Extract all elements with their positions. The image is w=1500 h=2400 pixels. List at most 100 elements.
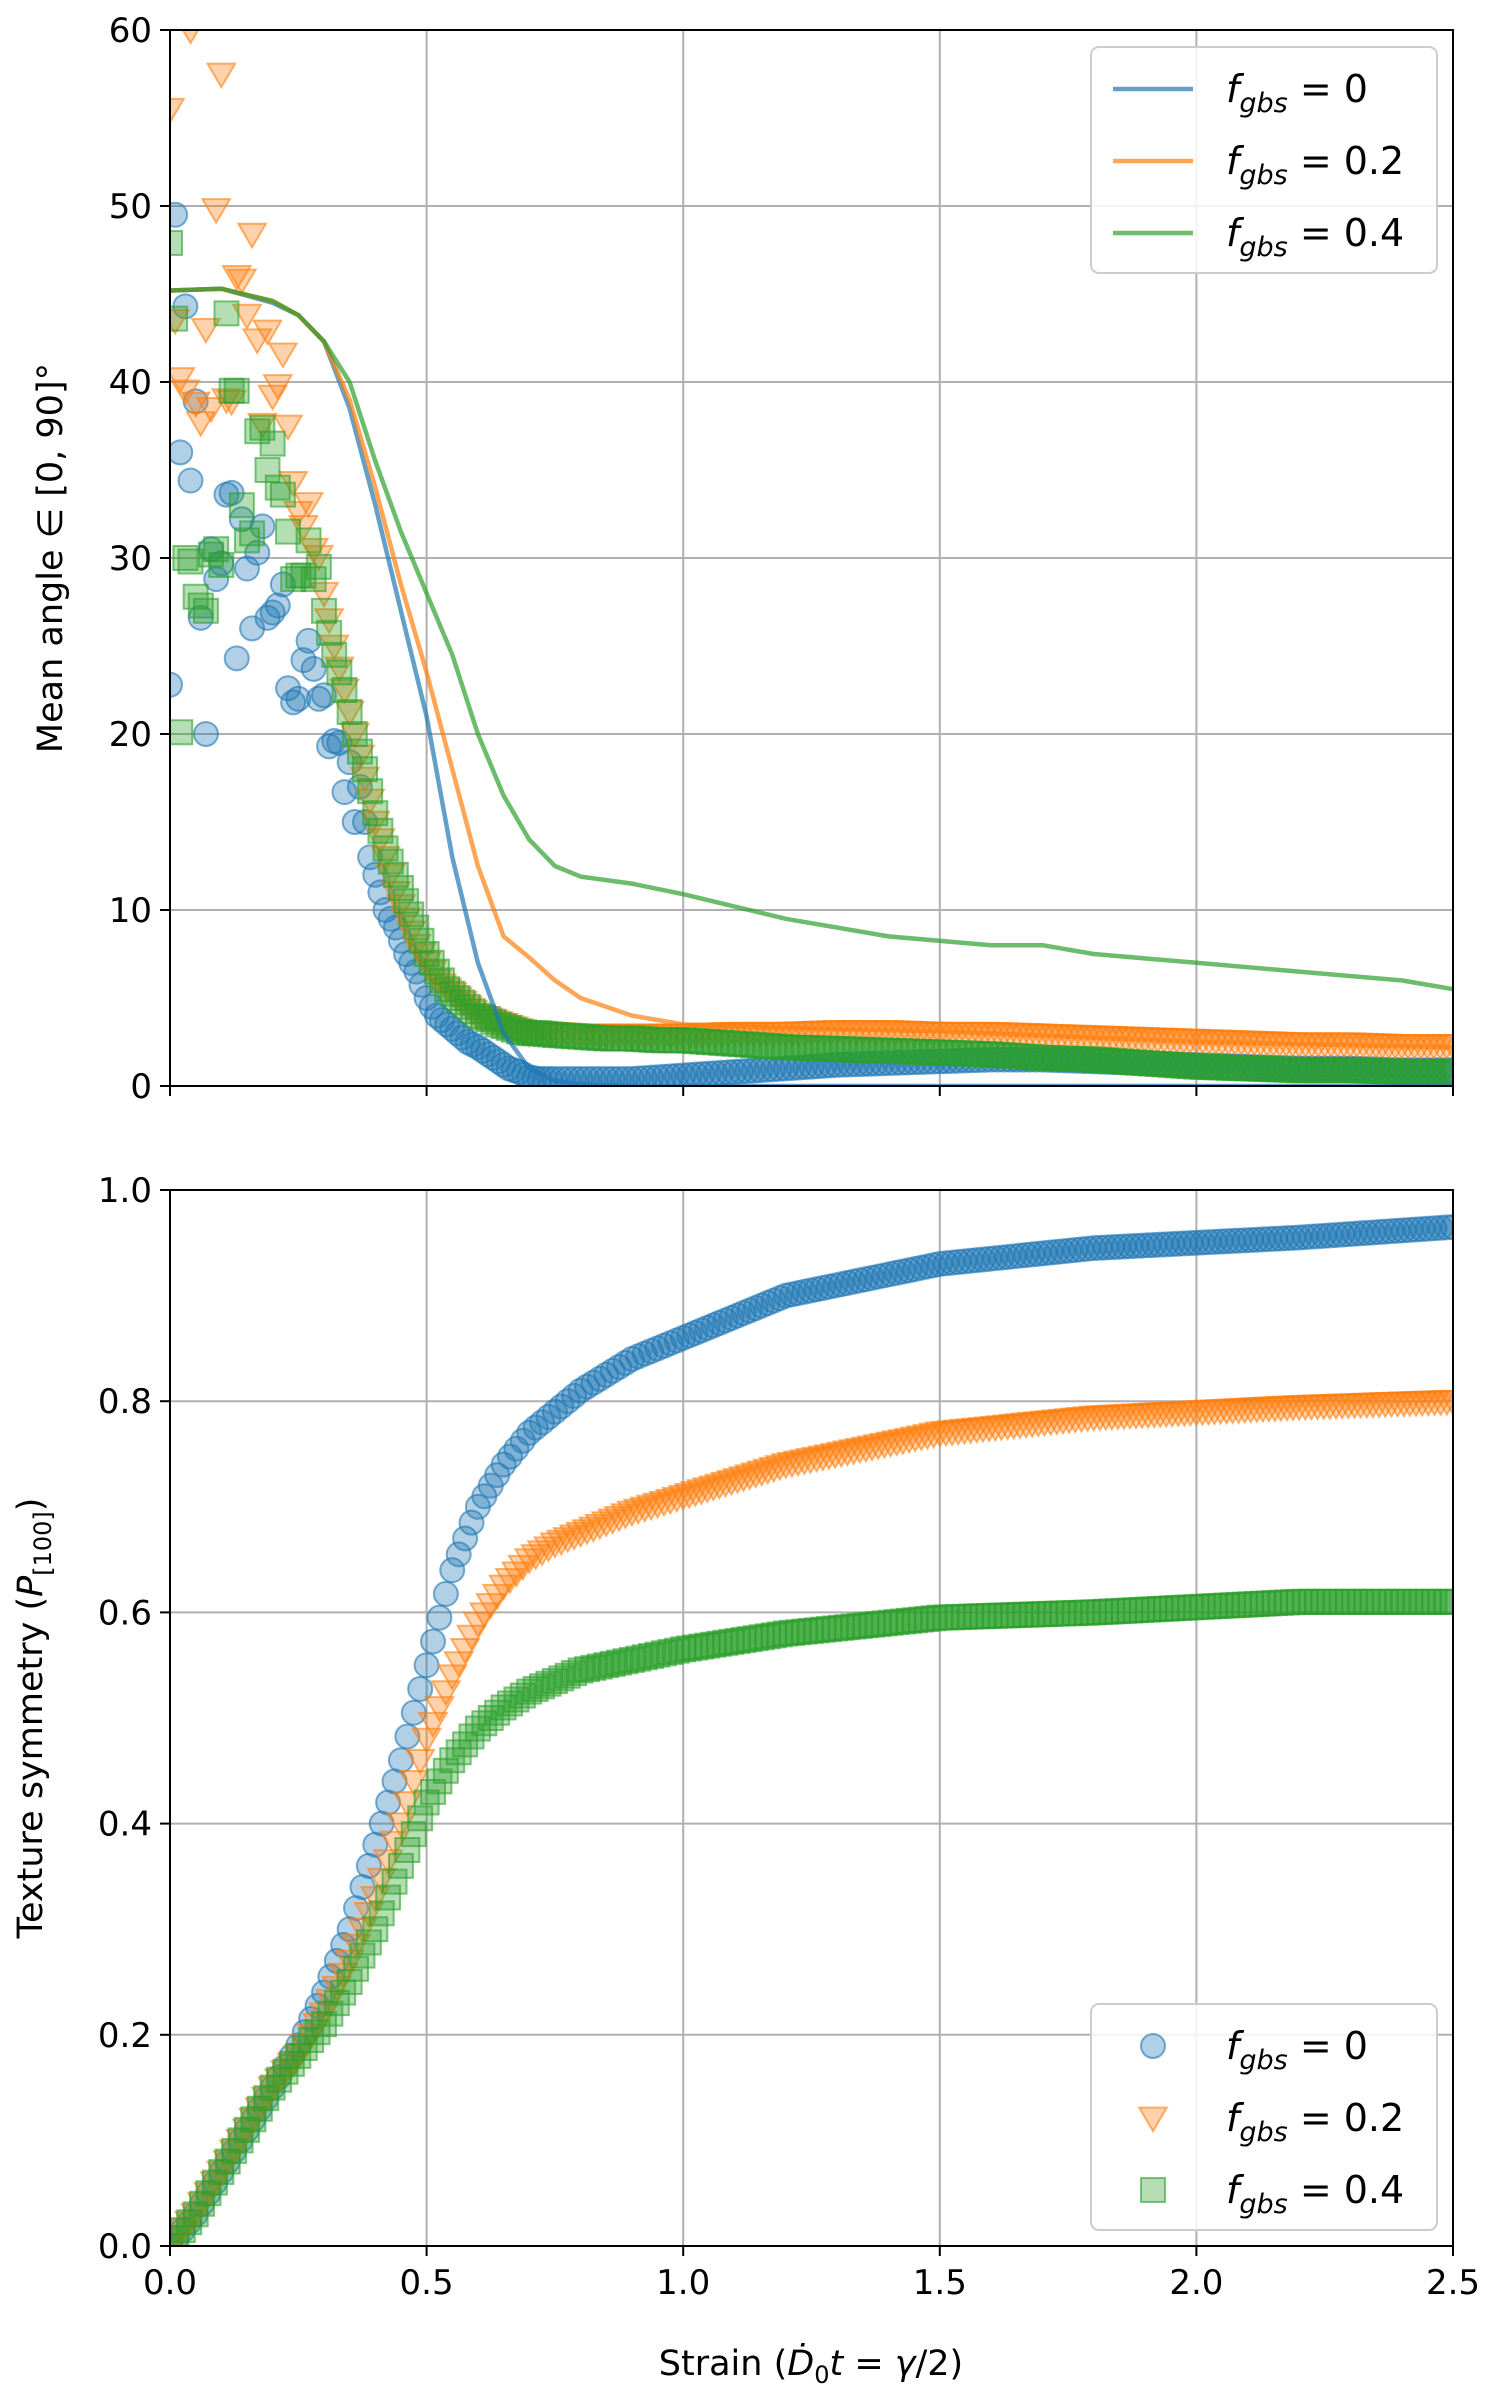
- data-point: [203, 536, 230, 563]
- data-point: [241, 328, 273, 355]
- x-label-eq: =: [843, 2344, 895, 2384]
- data-point: [458, 1509, 485, 1536]
- data-point: [407, 1675, 434, 1702]
- y-tick-label: 40: [109, 363, 152, 403]
- data-point: [182, 583, 209, 610]
- data-point: [408, 927, 435, 954]
- data-point: [372, 835, 399, 862]
- data-point: [413, 941, 440, 967]
- top-panel-y-axis-label: Mean angle ∈ [0, 90]°: [31, 363, 71, 753]
- data-point: [336, 699, 363, 725]
- data-point: [290, 647, 317, 674]
- data-point: [195, 397, 227, 424]
- x-tick-label: 1.5: [913, 2263, 967, 2303]
- data-point: [300, 655, 327, 682]
- data-point: [420, 1628, 447, 1655]
- top-panel-data: [170, 30, 1453, 1086]
- data-point: [420, 1778, 447, 1805]
- y-tick-label: 0: [130, 1067, 152, 1107]
- top-panel-ticks: 0 10 20 30 40 50 60: [109, 11, 1454, 1107]
- data-point: [305, 553, 332, 580]
- data-point: [400, 1821, 427, 1848]
- data-point: [368, 1900, 395, 1927]
- data-point: [381, 1868, 408, 1895]
- data-point: [201, 2169, 228, 2196]
- data-point: [404, 1748, 436, 1776]
- data-point: [310, 597, 337, 624]
- data-point: [316, 619, 343, 646]
- data-point: [282, 500, 314, 528]
- legend-marker-swatch: [1137, 2106, 1169, 2134]
- bottom-panel-frame: [169, 1189, 1454, 2247]
- bottom-panel-data: [170, 1213, 1453, 2246]
- y-tick-label: 60: [109, 11, 152, 51]
- legend-label: fgbs = 0: [1226, 2024, 1368, 2076]
- data-point: [223, 377, 250, 404]
- data-point: [208, 552, 235, 579]
- legend-marker-swatch: [1140, 2033, 1166, 2059]
- top-panel-mean-angle: 0 10 20 30 40 50 60 Mean angle ∈ [0, 90]° fgbs…: [31, 11, 1454, 1107]
- data-point: [452, 1525, 479, 1552]
- data-point: [187, 592, 214, 619]
- data-point: [251, 319, 284, 347]
- data-point: [272, 2058, 299, 2085]
- data-point: [1440, 1058, 1453, 1085]
- x-label-strain: Strain (: [659, 2344, 787, 2384]
- data-point: [494, 1568, 526, 1595]
- legend-box: [1090, 2003, 1438, 2231]
- y-tick-label: 1.0: [98, 1171, 152, 1211]
- data-point: [387, 875, 414, 901]
- data-point: [500, 1561, 532, 1588]
- data-point: [418, 949, 445, 976]
- data-point: [407, 1805, 434, 1832]
- legend-sub: gbs: [1239, 2189, 1287, 2220]
- legend-sub: gbs: [1239, 88, 1287, 119]
- data-point: [367, 817, 394, 844]
- data-point: [275, 675, 302, 702]
- data-point: [192, 721, 219, 747]
- data-point: [355, 1929, 382, 1956]
- legend-value: = 0: [1288, 67, 1368, 111]
- data-point: [190, 317, 222, 345]
- legend-value: = 0.2: [1288, 139, 1404, 183]
- x-tick-label: 2.5: [1426, 2263, 1480, 2303]
- data-point: [226, 268, 258, 296]
- legend-sub: gbs: [1239, 2045, 1287, 2076]
- data-point: [259, 430, 286, 457]
- legend-value: = 0.4: [1288, 211, 1404, 255]
- bottom-panel-ticks: 0.0 0.5 1.0 1.5 2.0 2.5 0.0 0.2 0.4 0.6 0.8 1.0: [98, 1171, 1480, 2303]
- legend-marker-swatch: [1140, 2177, 1166, 2203]
- y-label-P: P: [11, 1575, 51, 1597]
- data-point: [170, 229, 183, 256]
- data-point: [308, 581, 340, 609]
- data-point: [346, 738, 373, 765]
- data-point: [357, 778, 384, 805]
- legend-value: = 0: [1288, 2024, 1368, 2068]
- x-tick-label: 0.5: [400, 2263, 454, 2303]
- data-point: [240, 2106, 267, 2133]
- data-point: [382, 861, 409, 888]
- legend-label: fgbs = 0.4: [1226, 2168, 1404, 2220]
- data-point: [331, 677, 358, 703]
- y-tick-label: 50: [109, 187, 152, 227]
- data-point: [272, 414, 304, 442]
- y-tick-label: 0.0: [98, 2227, 152, 2267]
- data-point: [236, 222, 268, 250]
- legend-label: fgbs = 0.4: [1226, 211, 1404, 263]
- legend-box: [1090, 46, 1438, 274]
- data-point: [254, 457, 281, 483]
- data-point: [341, 721, 368, 747]
- y-label-main: Texture symmetry (: [11, 1597, 51, 1940]
- data-point: [295, 627, 322, 654]
- data-point: [432, 1757, 459, 1784]
- data-point: [264, 474, 291, 501]
- data-point: [377, 848, 404, 875]
- data-point: [321, 641, 348, 668]
- y-tick-label: 20: [109, 715, 152, 755]
- data-point: [233, 527, 260, 554]
- data-point: [426, 1768, 453, 1795]
- data-point: [403, 914, 430, 941]
- data-point: [310, 682, 337, 709]
